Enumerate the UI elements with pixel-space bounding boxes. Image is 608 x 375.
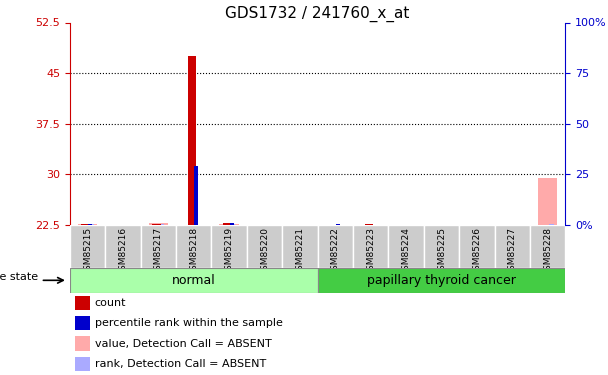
Bar	[75, 296, 90, 310]
Bar	[188, 56, 196, 225]
Bar	[78, 224, 97, 225]
Text: percentile rank within the sample: percentile rank within the sample	[95, 318, 283, 328]
Bar	[176, 225, 212, 268]
Text: GSM85222: GSM85222	[331, 227, 340, 276]
Text: GSM85219: GSM85219	[225, 227, 233, 276]
Bar	[495, 225, 530, 268]
Bar	[89, 224, 94, 225]
Text: GSM85225: GSM85225	[437, 227, 446, 276]
Bar	[70, 268, 317, 292]
Text: GSM85216: GSM85216	[119, 227, 128, 276]
Bar	[247, 225, 282, 268]
Bar	[75, 336, 90, 351]
Bar	[223, 224, 232, 225]
Bar	[282, 225, 317, 268]
Text: GSM85223: GSM85223	[366, 227, 375, 276]
Text: papillary thyroid cancer: papillary thyroid cancer	[367, 274, 516, 287]
Bar	[219, 224, 239, 225]
Bar	[424, 225, 459, 268]
Bar	[389, 225, 424, 268]
Text: normal: normal	[172, 274, 216, 287]
Bar	[530, 225, 565, 268]
Bar	[538, 178, 558, 225]
Text: GSM85227: GSM85227	[508, 227, 517, 276]
Bar	[336, 224, 340, 225]
Bar	[549, 224, 554, 225]
Text: rank, Detection Call = ABSENT: rank, Detection Call = ABSENT	[95, 359, 266, 369]
Bar	[140, 225, 176, 268]
Bar	[149, 224, 168, 225]
Bar	[459, 225, 495, 268]
Text: count: count	[95, 297, 126, 307]
Text: GSM85220: GSM85220	[260, 227, 269, 276]
Text: GSM85218: GSM85218	[189, 227, 198, 276]
Bar	[75, 316, 90, 330]
Title: GDS1732 / 241760_x_at: GDS1732 / 241760_x_at	[226, 6, 410, 22]
Bar	[105, 225, 140, 268]
Bar	[365, 224, 373, 225]
Bar	[75, 357, 90, 371]
Text: GSM85217: GSM85217	[154, 227, 163, 276]
Bar	[212, 225, 247, 268]
Text: disease state: disease state	[0, 272, 38, 282]
Bar	[230, 224, 235, 225]
Text: GSM85228: GSM85228	[543, 227, 552, 276]
Bar	[353, 225, 389, 268]
Bar	[230, 223, 233, 225]
Bar	[317, 225, 353, 268]
Text: GSM85226: GSM85226	[472, 227, 482, 276]
Bar	[159, 224, 164, 225]
Bar	[70, 225, 105, 268]
Bar	[152, 224, 161, 225]
Text: GSM85224: GSM85224	[402, 227, 410, 276]
Bar	[195, 166, 198, 225]
Text: GSM85221: GSM85221	[295, 227, 305, 276]
Bar	[88, 224, 92, 225]
Text: GSM85215: GSM85215	[83, 227, 92, 276]
Text: value, Detection Call = ABSENT: value, Detection Call = ABSENT	[95, 339, 271, 348]
Bar	[317, 268, 565, 292]
Bar	[81, 224, 90, 225]
